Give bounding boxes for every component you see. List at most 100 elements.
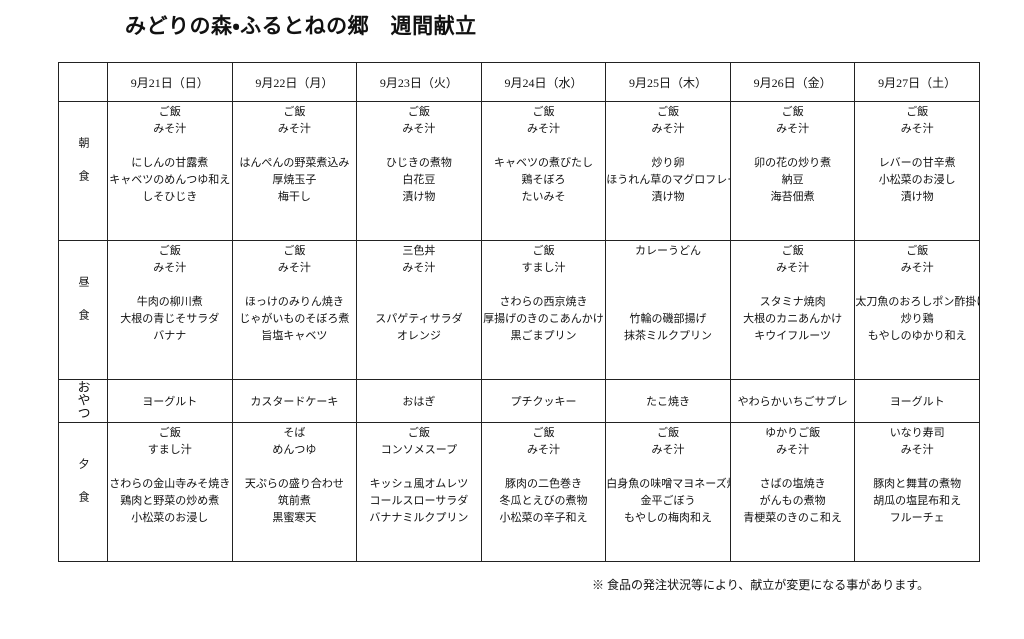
meal-row: おやつ ヨーグルト カスタードケーキ おはぎ プチクッキー たこ焼き やわらかいちごサブレヨ… xyxy=(58,379,980,423)
menu-item: みそ汁 xyxy=(776,262,810,274)
staple-block: ご飯 みそ汁 xyxy=(731,104,855,138)
title: みどりの森・ふるとねの郷 週間献立 xyxy=(125,14,477,38)
meal-label: 夕食 xyxy=(77,457,89,524)
menu-item: 黒蜜寒天 xyxy=(272,512,317,524)
menu-item: ご飯 xyxy=(532,106,555,118)
menu-cell: そば めんつゆ 天ぷらの盛り合わせ 筑前煮 黒蜜寒天 xyxy=(231,422,358,562)
menu-item: スパゲティサラダ xyxy=(375,313,463,325)
menu-item: 小松菜の辛子和え xyxy=(499,512,588,524)
menu-cell: ご飯 みそ汁 はんぺんの野菜煮込み 厚焼玉子 梅干し xyxy=(231,101,358,241)
menu-cell: ご飯 みそ汁 ひじきの煮物 白花豆 漬け物 xyxy=(356,101,482,241)
menu-cell: ご飯みそ汁スタミナ焼肉 大根のカニあんかけ キウイフルーツ xyxy=(729,240,856,380)
dish-block: にしんの甘露煮 キャベツのめんつゆ和え しそひじき xyxy=(108,155,232,206)
dish-block: スタミナ焼肉 大根のカニあんかけ キウイフルーツ xyxy=(731,294,855,345)
menu-item: 鶏そぼろ xyxy=(521,174,566,186)
staple-block: ご飯 みそ汁 xyxy=(855,104,979,138)
staple-block: ご飯 みそ汁 xyxy=(606,104,730,138)
menu-item: ご飯 xyxy=(283,106,306,118)
menu-item: 白花豆 xyxy=(402,174,436,186)
menu-item: そば xyxy=(283,427,306,439)
menu-cell: ご飯コンソメスープキッシュ風オムレツ コールスローサラダ バナナミルクプリン xyxy=(356,422,482,562)
menu-box: ゆかりご飯 みそ汁 さばの塩焼き がんもの煮物 青梗菜のきのこ和え xyxy=(731,425,855,527)
menu-item: みそ汁 xyxy=(277,262,311,274)
menu-item: 牛肉の柳川煮 xyxy=(136,296,203,308)
menu-item: ご飯 xyxy=(407,427,430,439)
day-header: 9月24日（水） xyxy=(480,62,607,102)
dish-block: さわらの金山寺みそ焼き 鶏肉と野菜の炒め煮 小松菜のお浸し xyxy=(108,476,232,527)
day-header: 9月25日（木） xyxy=(605,62,731,102)
menu-item: すまし汁 xyxy=(147,444,192,456)
menu-item: さわらの金山寺みそ焼き xyxy=(109,478,231,490)
menu-item: 太刀魚のおろしポン酢掛け xyxy=(855,296,979,308)
menu-box: ご飯 みそ汁 ひじきの煮物 白花豆 漬け物 xyxy=(357,104,481,206)
menu-item: みそ汁 xyxy=(153,262,187,274)
menu-item: ほっけのみりん焼き xyxy=(244,296,344,308)
menu-item: 漬け物 xyxy=(651,191,685,203)
meal-label: おやつ xyxy=(75,380,91,419)
menu-item: 小松菜のお浸し xyxy=(131,512,209,524)
snack-cell: ヨーグルト xyxy=(854,379,980,423)
menu-item: しそひじき xyxy=(142,191,198,203)
snack-cell: おはぎ xyxy=(356,379,482,423)
meal-label-cell: おやつ xyxy=(58,379,108,423)
menu-box: ご飯みそ汁ほっけのみりん焼き じゃがいものそぼろ煮 旨塩キャベツ xyxy=(233,243,357,345)
menu-item: ご飯 xyxy=(781,245,804,257)
dish-block: 炒り卵ほうれん草のマグロフレーク和え漬け物 xyxy=(606,155,730,206)
menu-item: じゃがいものそぼろ煮 xyxy=(239,313,350,325)
dish-block: キッシュ風オムレツ コールスローサラダ バナナミルクプリン xyxy=(357,476,481,527)
header-row: 9月21日（日） 9月22日（月） 9月23日（火） 9月24日（水） 9月25日（木）… xyxy=(58,62,980,102)
staple-block: ご飯 みそ汁 xyxy=(233,243,357,277)
menu-item: ご飯 xyxy=(158,427,181,439)
dish-block: 牛肉の柳川煮 大根の青じそサラダ バナナ xyxy=(108,294,232,345)
menu-item: みそ汁 xyxy=(900,444,934,456)
day-header: 9月22日（月） xyxy=(231,62,358,102)
meal-label-cell: 朝食 xyxy=(58,101,108,241)
menu-cell: ご飯 みそ汁 豚肉の二色巻き 冬瓜とえびの煮物 小松菜の辛子和え xyxy=(480,422,607,562)
menu-cell: 三色丼 みそ汁 スパゲティサラダ オレンジ xyxy=(356,240,482,380)
menu-item: キウイフルーツ xyxy=(754,330,831,342)
menu-item: 金平ごぼう xyxy=(640,495,696,507)
menu-item: バナナ xyxy=(153,330,187,342)
menu-item: ご飯 xyxy=(283,245,306,257)
menu-item: ご飯 xyxy=(532,245,555,257)
menu-item: 厚焼玉子 xyxy=(272,174,317,186)
menu-item: ご飯 xyxy=(158,106,181,118)
menu-item: みそ汁 xyxy=(526,123,560,135)
menu-item: いなり寿司 xyxy=(889,427,945,439)
staple-block: ご飯 コンソメスープ xyxy=(357,425,481,459)
menu-item: キャベツの煮びたし xyxy=(493,157,593,169)
menu-item: みそ汁 xyxy=(402,123,436,135)
menu-cell: ご飯 みそ汁 キャベツの煮びたし 鶏そぼろ たいみそ xyxy=(480,101,607,241)
menu-cell: ご飯 みそ汁 卯の花の炒り煮 納豆 海苔佃煮 xyxy=(729,101,856,241)
dish-block: さばの塩焼き がんもの煮物 青梗菜のきのこ和え xyxy=(731,476,855,527)
menu-item: 炒り鶏 xyxy=(900,313,934,325)
menu-item: 天ぷらの盛り合わせ xyxy=(244,478,344,490)
staple-block: ご飯 みそ汁 xyxy=(482,425,606,459)
menu-item: 黒ごまプリン xyxy=(510,330,577,342)
meal-label: 朝食 xyxy=(77,136,89,203)
menu-cell: ご飯 みそ汁 レバーの甘辛煮 小松菜のお浸し 漬け物 xyxy=(854,101,980,241)
menu-item: 青梗菜のきのこ和え xyxy=(743,512,842,524)
menu-cell: ご飯みそ汁ほっけのみりん焼き じゃがいものそぼろ煮 旨塩キャベツ xyxy=(231,240,358,380)
menu-item: コールスローサラダ xyxy=(369,495,469,507)
day-header: 9月23日（火） xyxy=(356,62,482,102)
meal-row: 昼食 ご飯 みそ汁 牛肉の柳川煮 大根の青じそサラダ バナナ ご飯 みそ汁 ほっけのみりん焼きじ… xyxy=(58,240,980,380)
menu-item: 大根のカニあんかけ xyxy=(743,313,843,325)
dish-block: ほっけのみりん焼き じゃがいものそぼろ煮 旨塩キャベツ xyxy=(233,294,357,345)
staple-block: ご飯 すまし汁 xyxy=(482,243,606,277)
corner-cell xyxy=(58,62,108,102)
menu-item: ご飯 xyxy=(781,106,804,118)
snack-cell: たこ焼き xyxy=(605,379,731,423)
meal-label-cell: 夕食 xyxy=(58,422,108,562)
menu-box: カレーうどん 竹輪の磯部揚げ 抹茶ミルクプリン xyxy=(606,243,730,345)
staple-block: ご飯 みそ汁 xyxy=(108,104,232,138)
menu-item: コンソメスープ xyxy=(380,444,458,456)
menu-item: 豚肉の二色巻き xyxy=(504,478,582,490)
menu-item: 炒り卵 xyxy=(651,157,685,169)
menu-item: バナナミルクプリン xyxy=(369,512,469,524)
menu-item: ひじきの煮物 xyxy=(385,157,452,169)
menu-box: ご飯みそ汁スタミナ焼肉 大根のカニあんかけ キウイフルーツ xyxy=(731,243,855,345)
day-header: 9月26日（金） xyxy=(729,62,856,102)
menu-box: 三色丼 みそ汁 スパゲティサラダ オレンジ xyxy=(357,243,481,345)
menu-item: ご飯 xyxy=(906,245,929,257)
